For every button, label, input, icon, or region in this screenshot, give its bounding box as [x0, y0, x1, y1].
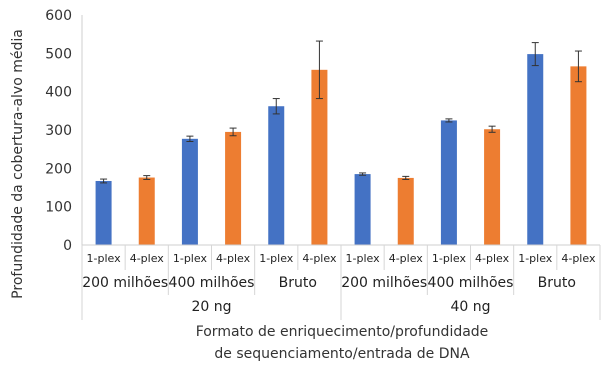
group-label: 400 milhões — [169, 275, 255, 291]
bar — [311, 69, 328, 245]
x-axis-title-line-2: de sequenciamento/entrada de DNA — [214, 346, 470, 362]
x-tick-label: 4-plex — [389, 252, 424, 265]
x-tick-label: 4-plex — [561, 252, 596, 265]
group-label: 200 milhões — [82, 275, 168, 291]
bar — [570, 66, 587, 245]
supergroup-label: 20 ng — [191, 299, 231, 315]
x-tick-label: 1-plex — [87, 252, 122, 265]
x-tick-label: 4-plex — [130, 252, 165, 265]
y-tick-label: 100 — [45, 200, 72, 216]
bars — [95, 40, 587, 245]
y-tick-label: 200 — [45, 161, 72, 177]
bar — [95, 180, 112, 245]
x-tick-label: 4-plex — [302, 252, 337, 265]
x-tick-label: 1-plex — [518, 252, 553, 265]
supergroup-label: 40 ng — [450, 299, 490, 315]
bar — [527, 54, 544, 245]
y-tick-label: 300 — [45, 123, 72, 139]
x-tick-label: 1-plex — [346, 252, 381, 265]
bar — [397, 177, 414, 245]
x-tick-label: 1-plex — [173, 252, 208, 265]
y-axis-title: Profundidade da cobertura-alvo média — [10, 29, 26, 299]
y-tick-label: 0 — [63, 238, 72, 254]
bar — [354, 174, 371, 245]
y-tick-label: 400 — [45, 85, 72, 101]
bar — [225, 131, 242, 245]
group-label: Bruto — [538, 275, 576, 291]
x-tick-label: 4-plex — [475, 252, 510, 265]
x-axis-title-line-1: Formato de enriquecimento/profundidade — [196, 324, 489, 340]
bar — [484, 129, 501, 245]
x-tick-label: 1-plex — [259, 252, 294, 265]
bar — [440, 120, 457, 245]
y-tick-label: 600 — [45, 8, 72, 24]
y-axis: 0 100 200 300 400 500 600 — [45, 8, 83, 254]
group-label: Bruto — [279, 275, 317, 291]
x-tick-label: 1-plex — [432, 252, 467, 265]
bar — [181, 138, 198, 245]
bar — [268, 106, 285, 245]
x-axis: 1-plex 4-plex 1-plex 4-plex 1-plex 4-plex 1-pl… — [81, 244, 601, 320]
y-tick-label: 500 — [45, 46, 72, 62]
group-label: 400 milhões — [428, 275, 514, 291]
x-tick-label: 4-plex — [216, 252, 251, 265]
group-label: 200 milhões — [341, 275, 427, 291]
bar — [138, 177, 155, 245]
